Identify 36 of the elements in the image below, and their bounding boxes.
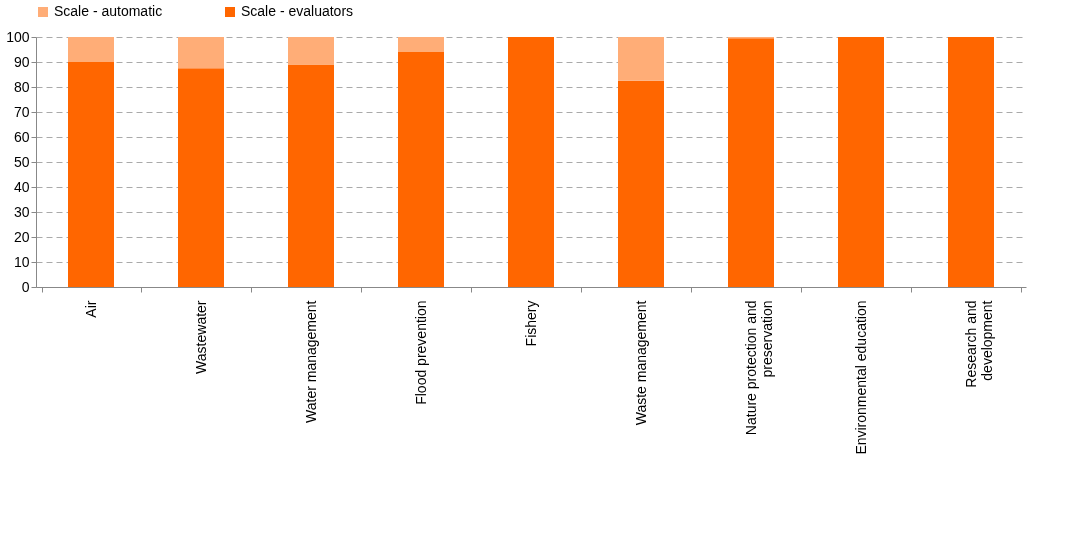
y-tick-label: 60	[13, 128, 30, 145]
y-tick-label: 0	[21, 278, 30, 295]
y-tick-label: 50	[13, 153, 30, 170]
bar	[618, 80, 664, 287]
legend-label: Scale - automatic	[54, 3, 163, 19]
bar	[618, 37, 664, 81]
bar	[728, 38, 774, 287]
y-tick-label: 90	[13, 53, 30, 70]
bar	[68, 37, 114, 62]
bar	[178, 37, 224, 69]
x-tick-label: Environmental education	[852, 300, 869, 455]
legend-label: Scale - evaluators	[241, 3, 354, 19]
bar	[838, 37, 884, 287]
y-tick-label: 10	[13, 253, 30, 270]
bar	[68, 62, 114, 287]
x-tick-label: Fishery	[522, 300, 539, 347]
bar	[398, 52, 444, 287]
y-tick-label: 40	[13, 178, 30, 195]
y-tick-label: 70	[13, 103, 30, 120]
y-tick-label: 80	[13, 78, 30, 95]
y-tick-label: 20	[13, 228, 30, 245]
x-tick-label: Air	[82, 300, 99, 318]
x-tick-label: Nature protection and preservation	[742, 300, 775, 436]
bar	[178, 68, 224, 287]
x-tick-label: Wastewater	[192, 300, 209, 374]
bar	[288, 64, 334, 287]
bar	[948, 37, 994, 287]
x-tick-label: Waste management	[632, 300, 649, 426]
y-tick-label: 100	[6, 28, 30, 45]
y-tick-label: 30	[13, 203, 30, 220]
bar	[508, 37, 554, 287]
x-tick-label: Flood prevention	[412, 300, 429, 405]
x-tick-label: Water management	[302, 300, 319, 423]
x-tick-label: Research and development	[962, 300, 995, 388]
bar	[398, 37, 444, 52]
bar	[288, 37, 334, 65]
